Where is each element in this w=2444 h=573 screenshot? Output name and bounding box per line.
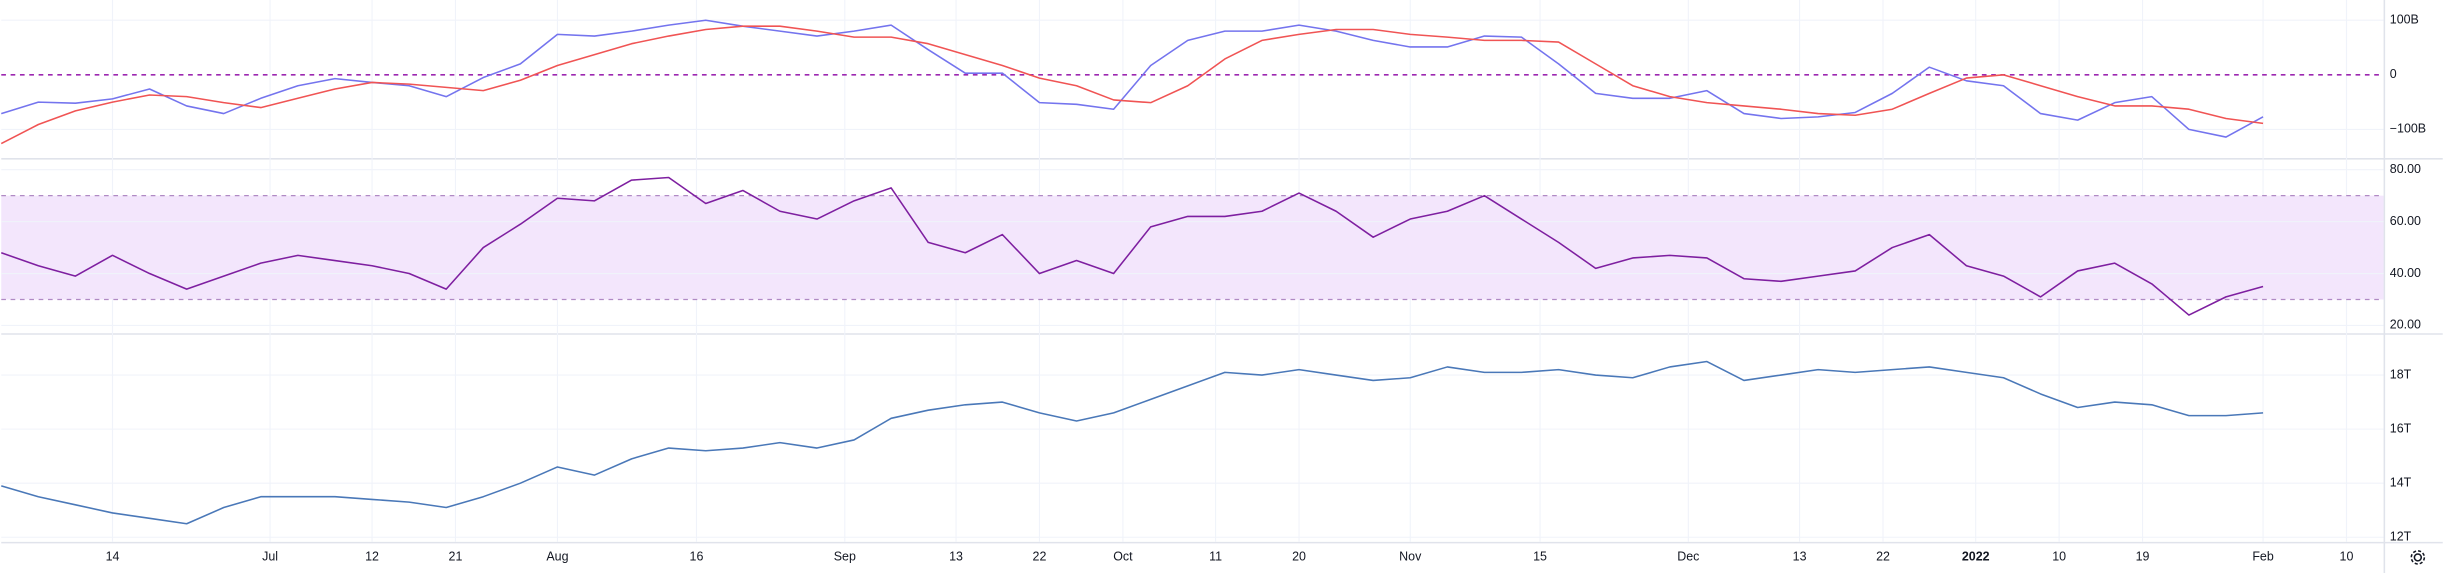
- y-tick-label: 100B: [2390, 12, 2419, 26]
- x-tick-label: Jul: [262, 550, 278, 564]
- series-line: [1, 176, 2264, 316]
- x-tick-label: 22: [1033, 550, 1047, 564]
- x-tick-label: 13: [1793, 550, 1807, 564]
- x-tick-label: 10: [2052, 550, 2066, 564]
- x-tick-label: 2022: [1962, 550, 1990, 564]
- series-line: [0, 25, 2264, 145]
- x-tick-label: Oct: [1113, 550, 1133, 564]
- x-tick-label: 19: [2136, 550, 2150, 564]
- y-tick-label: 80.00: [2390, 162, 2421, 176]
- x-tick-label: Aug: [546, 550, 568, 564]
- settings-icon[interactable]: [2410, 550, 2426, 565]
- x-tick-label: 15: [1533, 550, 1547, 564]
- x-tick-label: 16: [690, 550, 704, 564]
- x-tick-label: 14: [106, 550, 120, 564]
- y-tick-label: 18T: [2390, 367, 2412, 381]
- y-tick-label: 0: [2390, 67, 2397, 81]
- band: [1, 195, 2384, 300]
- y-tick-label: 14T: [2390, 475, 2412, 489]
- y-tick-label: −100B: [2390, 122, 2426, 136]
- y-tick-label: 16T: [2390, 421, 2412, 435]
- y-tick-label: 60.00: [2390, 214, 2421, 228]
- series-line: [1, 360, 2264, 525]
- x-tick-label: Dec: [1677, 550, 1699, 564]
- y-tick-label: 40.00: [2390, 266, 2421, 280]
- y-tick-label: 12T: [2390, 530, 2412, 544]
- x-tick-label: 11: [1209, 550, 1222, 564]
- series-line: [1, 19, 2264, 138]
- x-tick-label: Feb: [2252, 550, 2274, 564]
- x-tick-label: Sep: [834, 550, 856, 564]
- x-tick-label: Nov: [1399, 550, 1422, 564]
- x-tick-label: 10: [2340, 550, 2354, 564]
- x-tick-label: 21: [449, 550, 463, 564]
- y-tick-label: 20.00: [2390, 318, 2421, 332]
- x-tick-label: 20: [1292, 550, 1306, 564]
- x-tick-label: 22: [1876, 550, 1890, 564]
- x-tick-label: 13: [949, 550, 963, 564]
- x-tick-label: 12: [365, 550, 379, 564]
